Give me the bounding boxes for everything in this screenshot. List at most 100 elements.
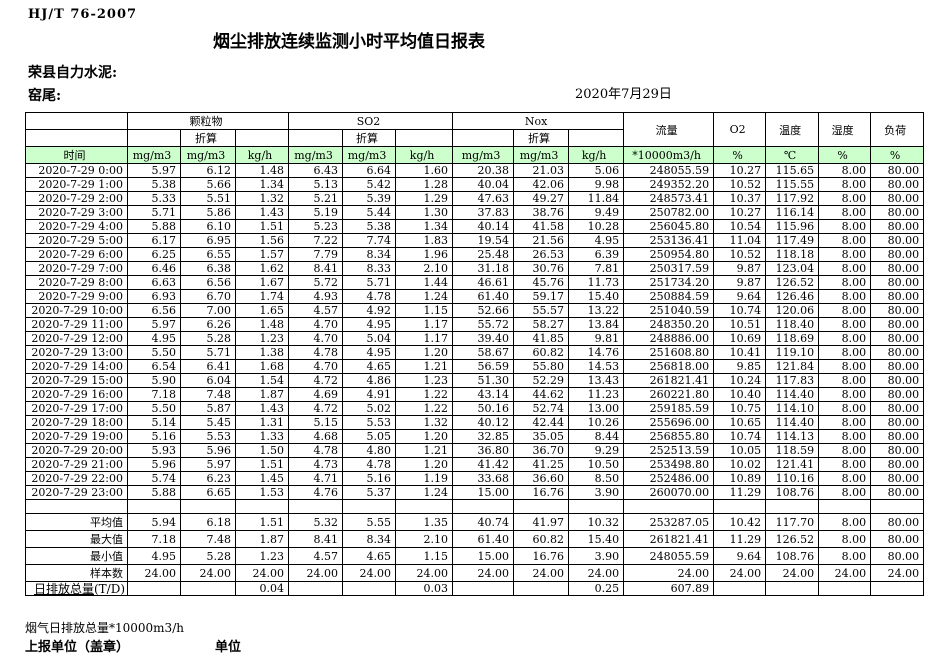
cell-so2-mgm3: 4.93 <box>288 289 344 304</box>
summary-row: 平均值 5.94 6.18 1.51 5.32 5.55 1.35 40.74 41.97 10.… <box>25 513 925 531</box>
cell-so2-converted: 5.05 <box>342 429 397 444</box>
reporting-unit-label: 上报单位（盖章） <box>25 640 130 655</box>
unit-nox-converted: mg/m3 <box>513 146 570 164</box>
cell-so2-kgh: 1.22 <box>395 401 454 416</box>
cell-humidity: 8.00 <box>818 547 872 565</box>
cell-flow: 248573.41 <box>623 191 715 206</box>
cell-humidity: 8.00 <box>818 443 872 458</box>
data-row: 2020-7-29 20:00 5.93 5.96 1.50 4.78 4.80 1.21 3… <box>25 443 925 458</box>
standard-code: HJ/T 76-2007 <box>28 7 138 22</box>
cell-temperature: 115.96 <box>765 219 820 234</box>
cell-load: 80.00 <box>870 471 925 486</box>
cell-o2: 10.74 <box>713 429 767 444</box>
unit-humidity: % <box>818 146 872 164</box>
spacer-cell <box>568 499 625 514</box>
cell-pm-mgm3: 5.96 <box>127 457 181 472</box>
total-pm-converted <box>180 581 236 596</box>
cell-so2-mgm3: 5.23 <box>288 219 344 234</box>
cell-humidity: 8.00 <box>818 429 872 444</box>
cell-humidity: 8.00 <box>818 415 872 430</box>
cell-pm-converted: 24.00 <box>180 564 236 582</box>
cell-pm-mgm3: 6.54 <box>127 359 181 374</box>
cell-nox-mgm3: 51.30 <box>452 373 515 388</box>
cell-so2-mgm3: 6.43 <box>288 163 344 178</box>
cell-nox-converted: 55.80 <box>513 359 570 374</box>
cell-temperature: 115.65 <box>765 163 820 178</box>
cell-nox-mgm3: 50.16 <box>452 401 515 416</box>
unit-o2: % <box>713 146 767 164</box>
cell-so2-mgm3: 5.15 <box>288 415 344 430</box>
spacer-cell <box>342 499 397 514</box>
cell-o2: 10.24 <box>713 373 767 388</box>
cell-so2-kgh: 1.28 <box>395 177 454 192</box>
cell-so2-mgm3: 4.69 <box>288 387 344 402</box>
cell-nox-converted: 44.62 <box>513 387 570 402</box>
cell-pm-converted: 7.00 <box>180 303 236 318</box>
cell-nox-kgh: 11.73 <box>568 275 625 290</box>
cell-nox-converted: 21.56 <box>513 233 570 248</box>
summary-row: 最大值 7.18 7.48 1.87 8.41 8.34 2.10 61.40 60.82 15.… <box>25 530 925 548</box>
total-temperature <box>765 581 820 596</box>
cell-temperature: 118.59 <box>765 443 820 458</box>
cell-nox-mgm3: 37.83 <box>452 205 515 220</box>
spacer-cell <box>180 499 236 514</box>
cell-humidity: 8.00 <box>818 401 872 416</box>
cell-pm-mgm3: 5.88 <box>127 485 181 500</box>
cell-nox-mgm3: 15.00 <box>452 547 515 565</box>
cell-nox-kgh: 15.40 <box>568 530 625 548</box>
report-date: 2020年7月29日 <box>575 87 672 102</box>
cell-flow: 261821.41 <box>623 530 715 548</box>
time-cell: 2020-7-29 10:00 <box>25 303 128 318</box>
header-unit-row: 时间 mg/m3 mg/m3 kg/h mg/m3 mg/m3 kg/h mg/… <box>25 146 925 164</box>
cell-nox-kgh: 14.76 <box>568 345 625 360</box>
hourly-average-table: 颗粒物 SO2 Nox 流量 O2 温度 湿度 负荷 折算 折算 折算 时间 m… <box>25 112 925 596</box>
cell-nox-converted: 38.76 <box>513 205 570 220</box>
cell-humidity: 8.00 <box>818 261 872 276</box>
data-row: 2020-7-29 10:00 6.56 7.00 1.65 4.57 4.92 1.15 5… <box>25 303 925 318</box>
data-row: 2020-7-29 11:00 5.97 6.26 1.48 4.70 4.95 1.17 5… <box>25 317 925 332</box>
cell-o2: 10.54 <box>713 219 767 234</box>
cell-temperature: 123.04 <box>765 261 820 276</box>
total-nox-converted <box>513 581 570 596</box>
unit-label: 单位 <box>215 640 242 655</box>
cell-nox-mgm3: 19.54 <box>452 233 515 248</box>
cell-nox-mgm3: 31.18 <box>452 261 515 276</box>
cell-pm-converted: 7.48 <box>180 530 236 548</box>
cell-flow: 250884.59 <box>623 289 715 304</box>
cell-so2-converted: 8.33 <box>342 261 397 276</box>
cell-nox-kgh: 13.00 <box>568 401 625 416</box>
data-row: 2020-7-29 15:00 5.90 6.04 1.54 4.72 4.86 1.23 5… <box>25 373 925 388</box>
cell-so2-kgh: 1.32 <box>395 415 454 430</box>
cell-pm-converted: 5.87 <box>180 401 236 416</box>
cell-nox-mgm3: 20.38 <box>452 163 515 178</box>
cell-temperature: 108.76 <box>765 547 820 565</box>
cell-nox-converted: 42.06 <box>513 177 570 192</box>
cell-nox-mgm3: 58.67 <box>452 345 515 360</box>
cell-flow: 24.00 <box>623 564 715 582</box>
cell-so2-converted: 5.38 <box>342 219 397 234</box>
spacer-cell <box>452 499 515 514</box>
cell-o2: 10.42 <box>713 513 767 531</box>
cell-so2-kgh: 1.83 <box>395 233 454 248</box>
time-cell: 2020-7-29 5:00 <box>25 233 128 248</box>
header-empty-cell <box>288 129 344 147</box>
spacer-cell <box>395 499 454 514</box>
cell-pm-kgh: 1.53 <box>234 485 290 500</box>
cell-nox-kgh: 6.39 <box>568 247 625 262</box>
cell-so2-converted: 5.71 <box>342 275 397 290</box>
cell-so2-converted: 4.95 <box>342 317 397 332</box>
cell-so2-mgm3: 5.72 <box>288 275 344 290</box>
cell-load: 80.00 <box>870 233 925 248</box>
cell-pm-converted: 5.28 <box>180 331 236 346</box>
cell-load: 80.00 <box>870 429 925 444</box>
cell-pm-converted: 6.38 <box>180 261 236 276</box>
data-row: 2020-7-29 21:00 5.96 5.97 1.51 4.73 4.78 1.20 4… <box>25 457 925 472</box>
cell-pm-kgh: 1.51 <box>234 457 290 472</box>
cell-load: 80.00 <box>870 261 925 276</box>
cell-humidity: 8.00 <box>818 471 872 486</box>
cell-nox-converted: 58.27 <box>513 317 570 332</box>
cell-nox-kgh: 4.95 <box>568 233 625 248</box>
total-so2-converted <box>342 581 397 596</box>
cell-nox-kgh: 14.53 <box>568 359 625 374</box>
cell-flow: 260070.00 <box>623 485 715 500</box>
